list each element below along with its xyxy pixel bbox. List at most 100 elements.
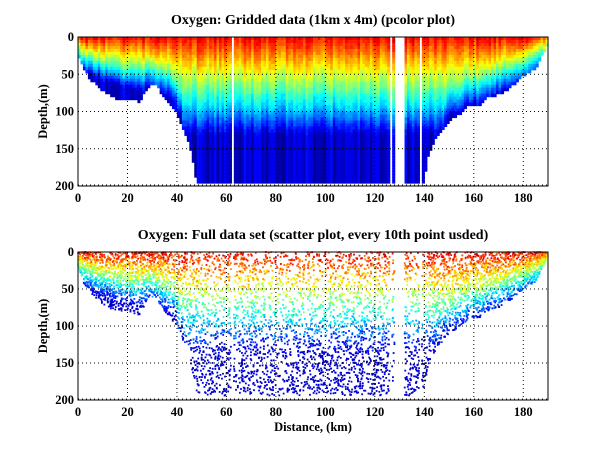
pcolor-cell xyxy=(112,81,116,86)
pcolor-cell xyxy=(97,57,101,62)
pcolor-cell xyxy=(115,78,119,83)
pcolor-cell xyxy=(152,78,156,83)
pcolor-cell xyxy=(110,48,114,53)
pcolor-cell xyxy=(189,144,193,148)
pcolor-cell xyxy=(154,63,158,68)
pcolor-cell xyxy=(184,72,188,77)
pcolor-cell xyxy=(169,57,173,62)
pcolor-cell xyxy=(189,78,193,83)
pcolor-cell xyxy=(115,90,119,95)
pcolor-cell xyxy=(162,84,166,89)
pcolor-cell xyxy=(120,63,124,68)
pcolor-cell xyxy=(189,129,193,133)
pcolor-cell xyxy=(139,81,143,86)
pcolor-cell xyxy=(169,84,173,89)
pcolor-cell xyxy=(139,84,143,89)
pcolor-cell xyxy=(184,117,188,122)
pcolor-cell xyxy=(134,57,138,62)
pcolor-cell xyxy=(194,162,198,166)
pcolor-cell xyxy=(112,69,116,74)
pcolor-cell xyxy=(107,84,111,89)
pcolor-cell xyxy=(92,63,96,68)
pcolor-cell xyxy=(105,69,109,74)
pcolor-cell xyxy=(90,78,94,83)
pcolor-cell xyxy=(144,48,148,53)
pcolor-cell xyxy=(164,37,168,41)
pcolor-cell xyxy=(181,99,185,104)
pcolor-cell xyxy=(144,84,148,89)
pcolor-cell xyxy=(157,54,161,59)
pcolor-cell xyxy=(127,96,131,101)
pcolor-cell xyxy=(172,96,176,101)
pcolor-cell xyxy=(129,54,134,59)
pcolor-cell xyxy=(134,75,138,80)
pcolor-cell xyxy=(184,105,188,110)
pcolor-cell xyxy=(129,90,134,95)
pcolor-cell xyxy=(110,84,114,89)
pcolor-cell xyxy=(159,60,163,65)
pcolor-cell xyxy=(142,42,146,47)
pcolor-cell xyxy=(157,84,161,89)
pcolor-cell xyxy=(184,42,188,47)
pcolor-cell xyxy=(191,147,195,151)
pcolor-cell xyxy=(112,45,116,50)
pcolor-cell xyxy=(196,117,200,122)
pcolor-cell xyxy=(144,78,148,83)
pcolor-cell xyxy=(199,48,203,53)
pcolor-cell xyxy=(132,78,136,83)
pcolor-cell xyxy=(184,114,188,119)
pcolor-cell xyxy=(132,51,136,56)
pcolor-cell xyxy=(179,81,183,86)
pcolor-cell xyxy=(100,54,104,59)
pcolor-cell xyxy=(159,78,163,83)
pcolor-cell xyxy=(87,45,91,50)
pcolor-cell xyxy=(164,90,168,95)
pcolor-cell xyxy=(137,39,141,44)
pcolor-cell xyxy=(189,105,193,110)
pcolor-cell xyxy=(117,69,121,74)
pcolor-cell xyxy=(194,150,198,154)
pcolor-cell xyxy=(147,66,151,71)
pcolor-cell xyxy=(199,87,203,92)
pcolor-cell xyxy=(189,114,193,119)
pcolor-cell xyxy=(194,171,198,175)
pcolor-cell xyxy=(112,78,116,83)
pcolor-cell xyxy=(110,37,114,41)
pcolor-cell xyxy=(167,78,171,83)
pcolor-cell xyxy=(122,75,126,80)
pcolor-cell xyxy=(149,81,153,86)
pcolor-cell xyxy=(127,87,131,92)
pcolor-cell xyxy=(169,81,173,86)
pcolor-cell xyxy=(122,54,126,59)
pcolor-cell xyxy=(137,66,141,71)
pcolor-cell xyxy=(186,108,190,113)
pcolor-cell xyxy=(85,63,89,68)
pcolor-cell xyxy=(78,45,82,50)
pcolor-cell xyxy=(196,105,200,110)
pcolor-cell xyxy=(181,66,185,71)
pcolor-cell xyxy=(181,51,185,56)
pcolor-cell xyxy=(85,51,89,56)
pcolor-cell xyxy=(139,87,143,92)
pcolor-cell xyxy=(191,42,195,47)
pcolor-cell xyxy=(120,81,124,86)
pcolor-cell xyxy=(129,69,134,74)
pcolor-cell xyxy=(181,105,185,110)
pcolor-cell xyxy=(102,45,106,50)
pcolor-cell xyxy=(172,84,176,89)
pcolor-cell xyxy=(189,90,193,95)
pcolor-cell xyxy=(191,135,195,139)
pcolor-cell xyxy=(144,69,148,74)
pcolor-cell xyxy=(134,54,138,59)
pcolor-cell xyxy=(164,75,168,80)
pcolor-cell xyxy=(181,93,185,98)
pcolor-cell xyxy=(122,63,126,68)
pcolor-cell xyxy=(144,57,148,62)
pcolor-cell xyxy=(186,135,190,139)
pcolor-cell xyxy=(144,81,148,86)
pcolor-cell xyxy=(154,75,158,80)
pcolor-cell xyxy=(169,45,173,50)
pcolor-cell xyxy=(196,93,200,98)
pcolor-cell xyxy=(174,90,178,95)
pcolor-cell xyxy=(139,66,143,71)
